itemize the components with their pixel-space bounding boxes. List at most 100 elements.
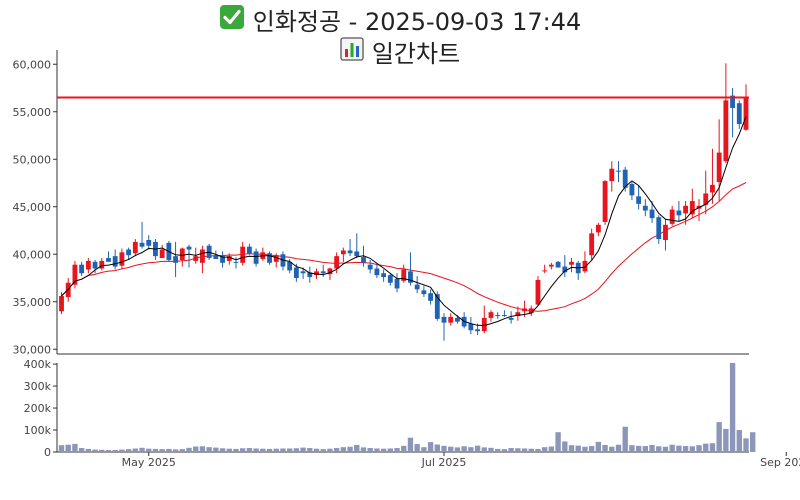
- volume-bar: [575, 445, 581, 452]
- price-tick-label: 30,000: [13, 343, 52, 356]
- volume-bar: [380, 448, 387, 452]
- candle-body: [609, 168, 615, 182]
- candle-body: [730, 95, 735, 108]
- candle-body: [548, 264, 554, 267]
- candle-body: [569, 261, 574, 265]
- candle-body: [582, 260, 588, 272]
- candle-body: [401, 269, 407, 281]
- candle-body: [414, 284, 420, 290]
- volume-bar: [307, 448, 313, 452]
- candle-body: [508, 317, 514, 320]
- volume-bar: [199, 446, 206, 452]
- price-tick-label: 50,000: [13, 153, 52, 166]
- candle-body: [213, 255, 219, 259]
- candle-body: [434, 294, 440, 319]
- candle-body: [327, 268, 333, 275]
- candle-body: [723, 100, 729, 162]
- volume-bar: [568, 445, 575, 452]
- volume-bar: [696, 445, 702, 452]
- volume-bar: [374, 448, 380, 452]
- volume-bar: [206, 447, 212, 452]
- volume-bar: [427, 442, 434, 452]
- price-tick-label: 35,000: [13, 296, 52, 309]
- candle-body: [314, 271, 319, 276]
- candle-body: [736, 103, 742, 125]
- volume-bar: [689, 446, 695, 452]
- volume-tick-label: 200k: [24, 402, 52, 415]
- volume-tick-label: 0: [44, 446, 51, 459]
- volume-bar: [635, 445, 642, 452]
- title-text: 인화정공 - 2025-09-03 17:44: [252, 8, 582, 36]
- candle-body: [320, 271, 326, 274]
- volume-bar: [360, 447, 367, 452]
- volume-bar: [555, 432, 561, 452]
- volume-bar: [595, 441, 602, 452]
- volume-bar: [495, 448, 501, 452]
- candle-body: [515, 312, 521, 316]
- date-tick-label: Jul 2025: [421, 456, 467, 469]
- candle-body: [354, 251, 360, 257]
- volume-bar: [132, 448, 139, 452]
- candle-body: [535, 279, 541, 305]
- candle-body: [126, 249, 132, 256]
- volume-bar: [588, 446, 595, 452]
- candle-body: [622, 169, 628, 188]
- volume-bar: [676, 445, 682, 452]
- candle-body: [159, 249, 165, 259]
- candle-body: [522, 308, 527, 312]
- price-tick-label: 55,000: [13, 106, 52, 119]
- volume-bar: [213, 447, 219, 452]
- candle-body: [59, 296, 64, 312]
- volume-bar: [562, 441, 568, 452]
- volume-bar: [226, 448, 232, 452]
- subtitle-text: 일간차트: [371, 40, 461, 68]
- volume-bar: [642, 446, 649, 452]
- candle-body: [85, 260, 91, 270]
- candle-body: [186, 246, 192, 250]
- candle-body: [448, 316, 454, 323]
- volume-bar: [407, 437, 414, 452]
- volume-bar: [327, 448, 333, 452]
- volume-bar: [750, 432, 756, 452]
- candle-body: [287, 261, 293, 271]
- volume-bar: [92, 449, 98, 452]
- candle-body: [367, 264, 373, 270]
- candle-body: [112, 256, 118, 267]
- volume-bar: [515, 448, 521, 452]
- candle-body: [421, 290, 427, 295]
- candle-body: [139, 242, 145, 247]
- volume-bar: [548, 446, 555, 452]
- candle-body: [300, 271, 306, 274]
- volume-bar: [743, 438, 749, 452]
- candle-body: [669, 209, 675, 224]
- candle-body: [488, 312, 494, 318]
- volume-bar: [333, 448, 340, 452]
- bar-chart-icon: [340, 36, 364, 67]
- volume-bar: [662, 446, 669, 452]
- volume-bar: [340, 447, 347, 452]
- volume-bar: [219, 448, 226, 452]
- volume-bar: [125, 449, 132, 452]
- date-tick-label: May 2025: [122, 456, 176, 469]
- volume-bar: [240, 448, 246, 452]
- volume-bar: [313, 448, 320, 452]
- volume-bar: [99, 449, 105, 452]
- candle-body: [387, 275, 393, 283]
- candle-body: [220, 256, 225, 263]
- candle-body: [119, 252, 125, 266]
- candle-body: [495, 315, 501, 317]
- volume-bar: [709, 443, 716, 452]
- candle-body: [408, 271, 413, 283]
- volume-bar: [85, 448, 92, 452]
- candle-body: [226, 256, 232, 261]
- candle-body: [106, 258, 111, 262]
- volume-bar: [468, 447, 474, 452]
- price-tick-label: 45,000: [13, 201, 52, 214]
- volume-axis: 0 100k 200k 300k 400k: [24, 358, 749, 459]
- volume-bar: [474, 445, 481, 452]
- volume-bar: [186, 447, 192, 452]
- candle-body: [374, 268, 380, 276]
- candle-body: [689, 201, 695, 215]
- volume-bar: [246, 448, 253, 452]
